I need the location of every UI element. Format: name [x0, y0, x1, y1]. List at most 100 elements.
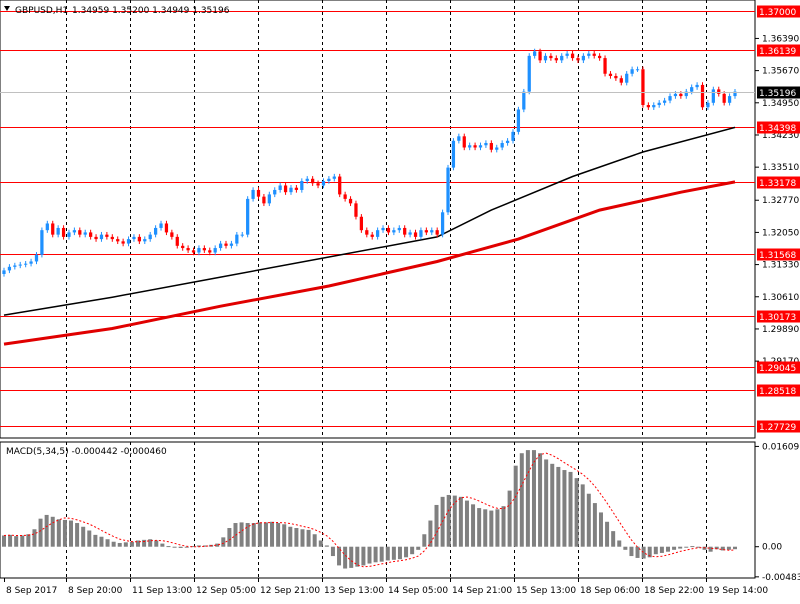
macd-bar — [416, 546, 421, 550]
macd-bar — [373, 546, 378, 563]
macd-bar — [464, 500, 469, 547]
candle-body — [175, 236, 179, 246]
macd-bar — [696, 546, 701, 548]
candle-body — [159, 223, 163, 228]
time-axis[interactable]: 8 Sep 2017 8 Sep 20:00 11 Sep 13:00 12 Sep … — [4, 578, 769, 596]
macd-bar — [397, 546, 402, 560]
candle-body — [614, 75, 618, 79]
candle-body — [473, 145, 477, 148]
price-tick-label: 1.34950 — [762, 99, 799, 109]
candle-body — [99, 234, 104, 240]
macd-bar — [172, 546, 177, 548]
price-axis[interactable]: 1.36390 1.35670 1.34950 1.34230 1.33510 1.327… — [755, 5, 800, 434]
candle-body — [392, 230, 396, 233]
candle-body — [424, 230, 428, 233]
candle-body — [202, 248, 206, 251]
candle-body — [305, 178, 309, 182]
candle-body — [256, 189, 261, 197]
candle-body — [24, 263, 28, 265]
price-pane[interactable]: GBPUSD,H1 1.34959 1.35200 1.34949 1.3519… — [0, 0, 756, 439]
candle-body — [662, 100, 667, 103]
macd-bar — [117, 542, 122, 547]
candle-body — [365, 230, 369, 235]
macd-bar — [26, 534, 31, 547]
candle-body — [684, 91, 688, 97]
time-tick-label: 12 Sep 05:00 — [196, 586, 256, 596]
price-tick-label: 1.29890 — [762, 325, 799, 335]
macd-bar — [123, 542, 128, 547]
level-price-box — [757, 420, 800, 433]
candle-body — [440, 212, 445, 235]
macd-bar — [672, 546, 677, 550]
candle-body — [89, 232, 93, 237]
collapse-triangle-icon[interactable] — [4, 6, 10, 11]
candle-body — [511, 131, 515, 141]
macd-bar — [489, 510, 494, 547]
macd-bar — [136, 540, 141, 547]
time-tick-label: 18 Sep 22:00 — [644, 586, 704, 596]
time-tick-label: 14 Sep 21:00 — [452, 586, 512, 596]
level-price-label: 1.30173 — [759, 313, 796, 323]
candle-body — [727, 96, 732, 103]
macd-bar — [367, 546, 372, 564]
candle-body — [435, 230, 439, 235]
level-price-label: 1.34398 — [759, 124, 796, 134]
candle-body — [359, 216, 364, 231]
macd-bar — [629, 546, 634, 557]
level-price-box — [757, 121, 800, 134]
macd-pane[interactable]: MACD(5,34,5) -0.000442 -0.000460 — [0, 441, 756, 579]
macd-bar — [93, 534, 98, 547]
macd-bar — [446, 494, 451, 547]
macd-bar — [330, 546, 335, 557]
macd-bar — [87, 530, 92, 547]
level-price-box — [757, 176, 800, 189]
candle-body — [522, 91, 526, 110]
candle-body — [78, 230, 82, 235]
macd-bar — [349, 546, 354, 568]
candle-body — [132, 236, 136, 240]
candle-body — [419, 230, 423, 237]
ma-slow-line — [3, 180, 736, 346]
candle-body — [116, 239, 120, 242]
level-price-label: 1.27729 — [759, 423, 796, 433]
macd-bar — [20, 535, 25, 547]
macd-bar — [678, 546, 683, 549]
candle-body — [700, 84, 705, 108]
time-tick-label: 11 Sep 13:00 — [132, 586, 192, 596]
macd-bar — [410, 546, 415, 555]
candle-body — [370, 234, 374, 237]
candle-body — [197, 248, 201, 253]
candle-body — [652, 105, 656, 108]
candle-body — [13, 265, 17, 267]
candle-body — [381, 227, 385, 231]
macd-bar — [38, 518, 43, 547]
price-tick-label: 1.34230 — [762, 131, 799, 141]
candle-body — [126, 239, 131, 244]
candle-body — [56, 227, 60, 235]
candle-body — [246, 198, 250, 235]
candle-body — [181, 245, 185, 249]
candle-body — [516, 109, 521, 132]
candle-body — [251, 189, 255, 199]
macd-axis[interactable]: 0.01609 0.00 -0.004835 — [755, 442, 800, 583]
macd-bar — [391, 546, 396, 560]
macd-bar — [50, 516, 55, 547]
candle-body — [61, 227, 66, 237]
candle-body — [121, 241, 125, 244]
macd-bar — [501, 506, 506, 547]
macd-bar — [422, 534, 427, 547]
candle-body — [283, 185, 288, 193]
candle-body — [224, 243, 228, 246]
time-tick-label: 8 Sep 2017 — [6, 586, 57, 596]
candle-body — [538, 51, 542, 61]
candle-body — [235, 234, 239, 244]
level-price-box — [757, 310, 800, 323]
level-price-box — [757, 361, 800, 374]
macd-bar — [32, 529, 37, 547]
candle-body — [457, 136, 461, 141]
candle-body — [240, 234, 244, 236]
candle-body — [29, 261, 33, 264]
macd-bar — [495, 509, 500, 547]
candle-body — [18, 264, 22, 266]
